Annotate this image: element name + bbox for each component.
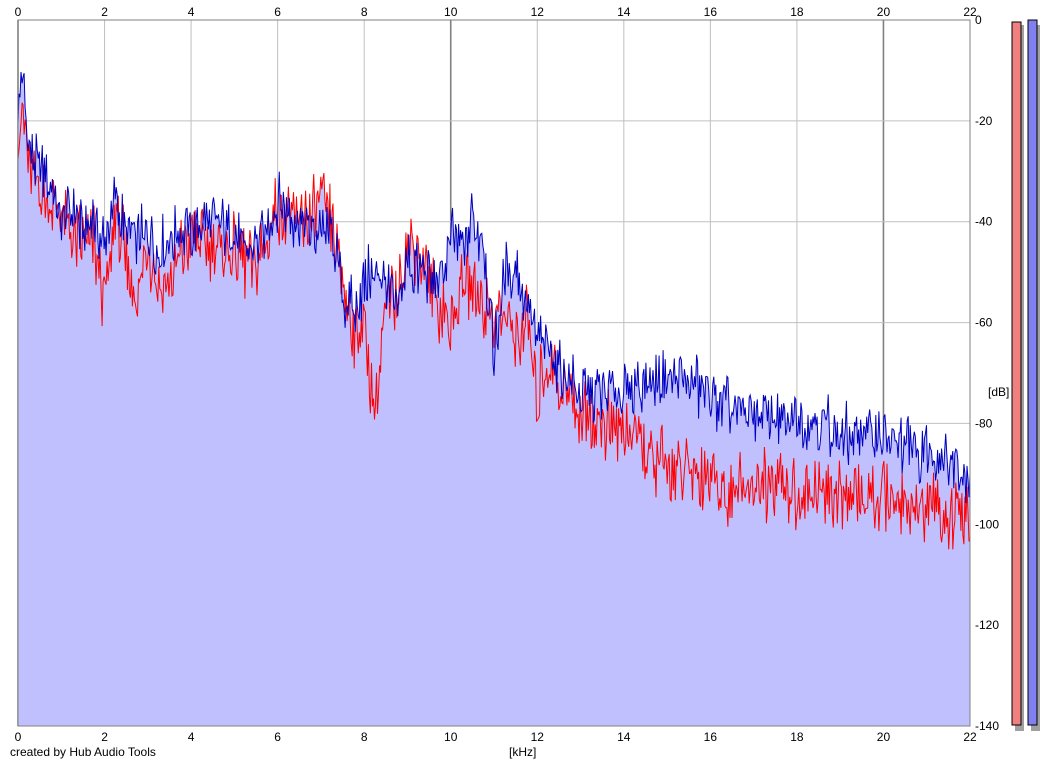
x-tick-label-top: 12 xyxy=(531,5,545,19)
meter-blue-bar xyxy=(1027,19,1038,726)
y-tick-label: 0 xyxy=(975,13,982,27)
x-tick-label-top: 0 xyxy=(15,5,22,19)
meter-red-bar xyxy=(1011,21,1022,726)
x-tick-label-top: 4 xyxy=(188,5,195,19)
y-tick-label: -120 xyxy=(975,618,999,632)
x-tick-labels-bottom: 0 2 4 6 8 10 12 14 16 18 20 22 xyxy=(15,730,977,744)
y-tick-label: -140 xyxy=(975,719,999,733)
series-blue-line xyxy=(17,71,971,504)
plot-frame xyxy=(17,19,971,727)
x-tick-label-bottom: 4 xyxy=(188,730,195,744)
x-tick-label-bottom: 6 xyxy=(274,730,281,744)
x-tick-label-bottom: 18 xyxy=(790,730,804,744)
y-tick-label: -80 xyxy=(975,416,993,430)
x-tick-label-bottom: 0 xyxy=(15,730,22,744)
y-axis-label: [dB] xyxy=(988,385,1009,399)
credit-text: created by Hub Audio Tools xyxy=(10,745,156,759)
x-axis-label: [kHz] xyxy=(509,745,536,759)
x-tick-label-top: 16 xyxy=(704,5,718,19)
x-tick-label-top: 8 xyxy=(361,5,368,19)
y-tick-label: -40 xyxy=(975,215,993,229)
x-tick-label-top: 20 xyxy=(877,5,891,19)
y-tick-labels: 0 -20 -40 -60 -80 -100 -120 -140 xyxy=(975,13,999,733)
x-tick-label-bottom: 8 xyxy=(361,730,368,744)
y-tick-label: -20 xyxy=(975,114,993,128)
x-tick-label-top: 18 xyxy=(790,5,804,19)
x-tick-label-bottom: 14 xyxy=(617,730,631,744)
x-tick-label-top: 14 xyxy=(617,5,631,19)
x-tick-label-bottom: 12 xyxy=(531,730,545,744)
x-tick-labels-top: 0 2 4 6 8 10 12 14 16 18 20 22 xyxy=(15,5,977,19)
spectrum-area-fill xyxy=(18,72,970,726)
x-tick-label-bottom: 16 xyxy=(704,730,718,744)
x-tick-label-top: 10 xyxy=(444,5,458,19)
series-red-line xyxy=(17,102,971,550)
x-tick-label-bottom: 10 xyxy=(444,730,458,744)
y-tick-label: -100 xyxy=(975,517,999,531)
x-tick-label-top: 6 xyxy=(274,5,281,19)
y-tick-label: -60 xyxy=(975,316,993,330)
x-tick-label-top: 22 xyxy=(963,5,977,19)
x-tick-label-bottom: 22 xyxy=(963,730,977,744)
x-tick-label-top: 2 xyxy=(101,5,108,19)
x-tick-label-bottom: 20 xyxy=(877,730,891,744)
x-tick-label-bottom: 2 xyxy=(101,730,108,744)
